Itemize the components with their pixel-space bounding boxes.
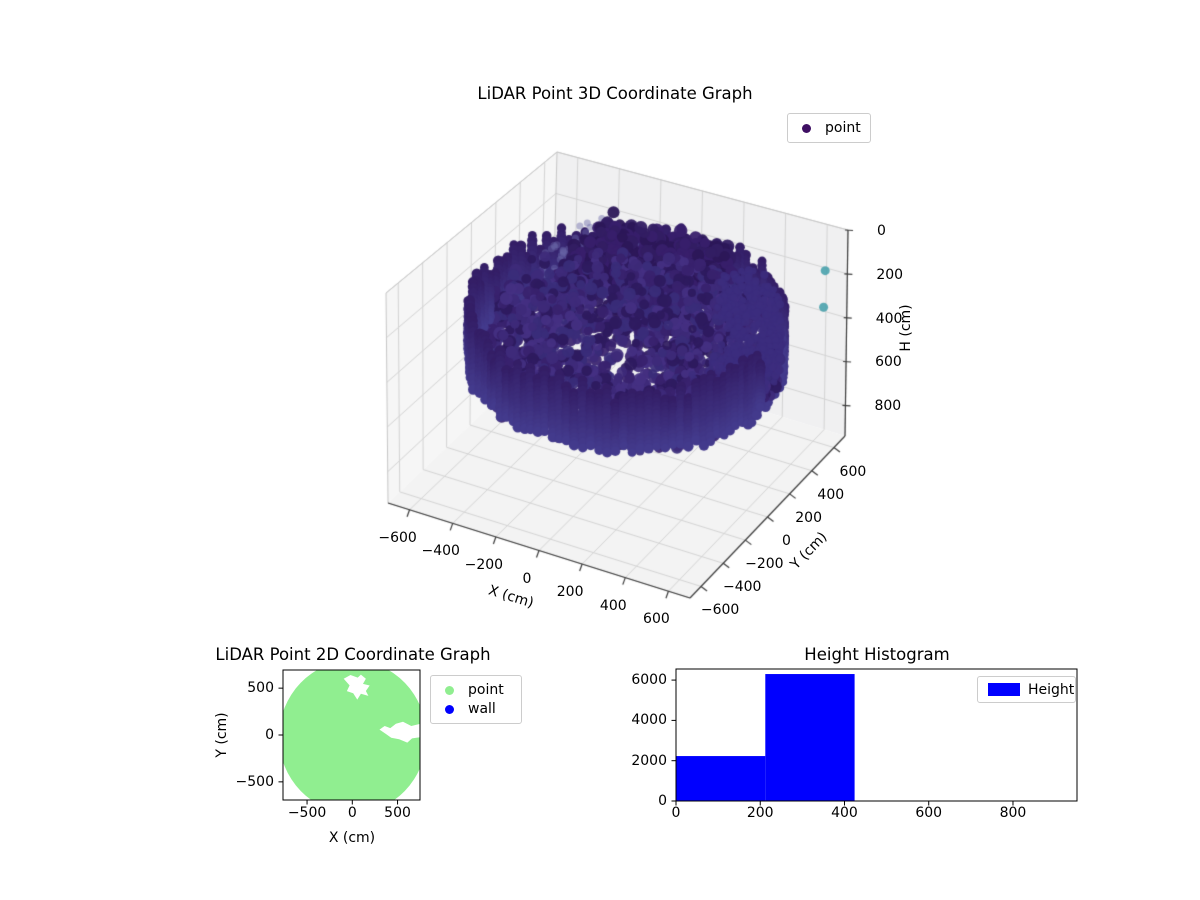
- tick-label: 0: [658, 793, 667, 809]
- histogram-legend: Height: [977, 676, 1076, 703]
- tick-label: 800: [874, 398, 902, 415]
- tick-label: 0: [877, 223, 886, 239]
- tick-label: 4000: [631, 712, 667, 729]
- tick-label: 500: [247, 680, 274, 697]
- tick-label: 200: [795, 509, 823, 526]
- legend-label: Height: [1028, 681, 1075, 698]
- tick-label: −500: [287, 805, 327, 821]
- tick-label: 400: [599, 597, 627, 614]
- histogram-bar: [676, 756, 766, 801]
- legend-entry-point: point: [431, 681, 521, 700]
- tick-label: 600: [915, 805, 943, 821]
- tick-label: −600: [378, 529, 417, 546]
- legend-label: wall: [468, 701, 496, 717]
- tick-label: 600: [839, 463, 867, 480]
- wall-marker-icon: [445, 704, 454, 714]
- plot2d-xaxis-label: X (cm): [328, 830, 376, 846]
- tick-label: −600: [700, 602, 740, 619]
- tick-label: −200: [745, 556, 784, 573]
- tick-label: −500: [235, 773, 274, 790]
- tick-label: 200: [746, 805, 774, 821]
- legend-label: point: [825, 120, 861, 136]
- legend-label: point: [468, 682, 504, 698]
- legend-entry-wall: wall: [431, 700, 521, 719]
- tick-label: 600: [643, 611, 670, 628]
- plot2d-legend: point wall: [430, 675, 522, 724]
- legend-entry-point: point: [788, 119, 870, 138]
- tick-label: 0: [782, 533, 791, 549]
- plot2d-yaxis-label: Y (cm): [214, 712, 230, 758]
- tick-label: 0: [671, 805, 681, 821]
- tick-label: −400: [722, 579, 762, 596]
- tick-label: 500: [384, 805, 411, 821]
- tick-label: 600: [875, 354, 902, 371]
- tick-label: 0: [265, 727, 274, 743]
- histogram-axes-frame: [675, 668, 1078, 802]
- plot3d-title: LiDAR Point 3D Coordinate Graph: [477, 84, 753, 103]
- plot3d-legend: point: [787, 113, 871, 143]
- height-bar-swatch-icon: [988, 683, 1020, 696]
- tick-label: 2000: [631, 752, 667, 769]
- point-marker-icon: [445, 685, 454, 695]
- tick-label: −200: [464, 556, 504, 573]
- tick-label: −400: [421, 543, 460, 560]
- histogram-title: Height Histogram: [804, 645, 950, 664]
- tick-label: 400: [817, 486, 845, 503]
- point-marker-icon: [802, 123, 811, 133]
- tick-label: 400: [875, 310, 903, 327]
- tick-label: 0: [522, 570, 532, 587]
- legend-entry-height: Height: [978, 680, 1075, 699]
- plot2d-point-region: [283, 670, 420, 800]
- tick-label: 6000: [631, 672, 667, 689]
- tick-label: 200: [556, 584, 584, 601]
- tick-label: 800: [999, 805, 1027, 821]
- tick-label: 200: [876, 266, 904, 283]
- plot2d-title: LiDAR Point 2D Coordinate Graph: [215, 645, 491, 664]
- tick-label: 0: [347, 805, 357, 821]
- histogram-bar: [765, 674, 855, 801]
- tick-label: 400: [831, 805, 858, 821]
